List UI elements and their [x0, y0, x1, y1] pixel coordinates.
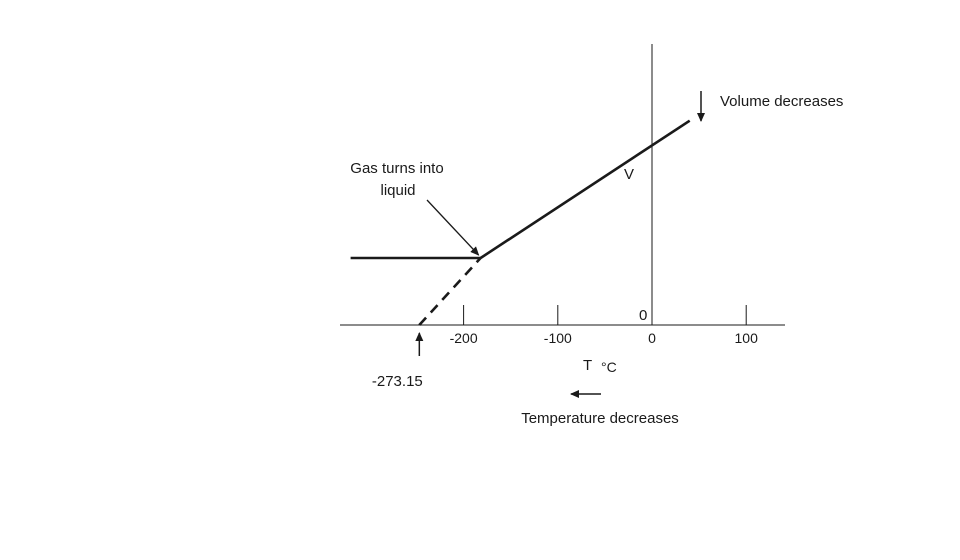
series-line-2: [418, 257, 482, 326]
x-axis-label: T: [583, 357, 592, 374]
x-ticks: -200 -100 0 100: [450, 305, 759, 346]
x-tick-label-2: 0: [648, 330, 656, 346]
x-tick-label-1: -100: [544, 330, 572, 346]
x-tick-label-0: -200: [450, 330, 478, 346]
y-origin-label: 0: [639, 307, 647, 324]
series-group: [350, 119, 691, 326]
x-tick-label-3: 100: [735, 330, 759, 346]
phase-change-label-line2: liquid: [380, 182, 415, 199]
absolute-zero-label: -273.15: [372, 373, 423, 390]
phase-change-label-line1: Gas turns into: [350, 160, 443, 177]
x-axis-unit: °C: [601, 359, 617, 375]
series-line-1: [479, 119, 691, 260]
temperature-decreases-label: Temperature decreases: [521, 410, 679, 427]
volume-decreases-label: Volume decreases: [720, 93, 843, 110]
phase-change-arrow: [426, 199, 480, 256]
y-axis-label: V: [624, 166, 634, 183]
